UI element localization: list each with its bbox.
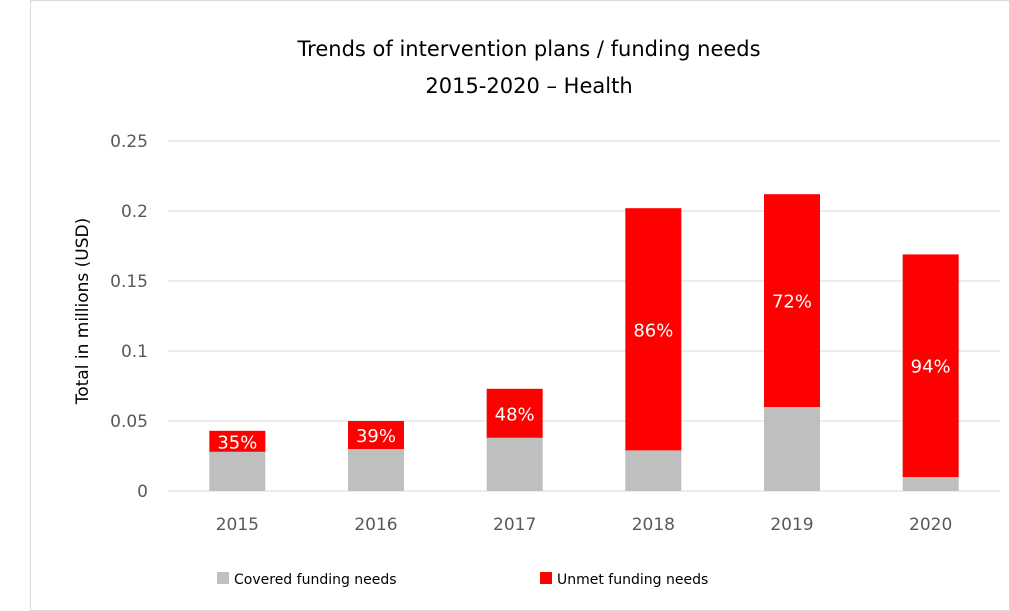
chart-title-line-1: Trends of intervention plans / funding n… — [296, 37, 760, 61]
x-tick-label: 2019 — [770, 515, 813, 535]
gridlines — [168, 140, 1000, 492]
bar-covered — [348, 449, 404, 491]
bar-covered — [764, 407, 820, 491]
bars: 35% 39% 48% 86% 72% 94% — [209, 194, 959, 491]
y-tick-labels: 0 0.05 0.1 0.15 0.2 0.25 — [110, 132, 148, 502]
data-label: 86% — [633, 320, 673, 341]
bar-unmet — [348, 421, 404, 449]
legend-swatch-unmet — [540, 572, 552, 584]
x-tick-labels: 2015 2016 2017 2018 2019 2020 — [216, 515, 953, 535]
data-label: 94% — [911, 357, 951, 378]
data-label: 35% — [217, 432, 257, 453]
x-tick-label: 2020 — [909, 515, 952, 535]
y-tick-label: 0.15 — [110, 272, 148, 292]
legend-label-covered: Covered funding needs — [234, 572, 397, 588]
legend-swatch-covered — [217, 572, 229, 584]
data-label: 48% — [495, 404, 535, 425]
x-tick-label: 2017 — [493, 515, 536, 535]
chart-title-line-2: 2015-2020 – Health — [425, 74, 632, 98]
bar-covered — [625, 450, 682, 491]
bar-covered — [486, 437, 543, 491]
y-tick-label: 0 — [137, 482, 148, 502]
x-tick-label: 2015 — [216, 515, 259, 535]
chart-frame — [30, 0, 1010, 611]
y-axis-label: Total in millions (USD) — [73, 218, 93, 406]
bar-unmet — [209, 430, 266, 452]
bar-unmet — [625, 208, 682, 451]
x-tick-label: 2018 — [632, 515, 675, 535]
y-tick-label: 0.05 — [110, 412, 148, 432]
bar-covered — [209, 451, 266, 491]
bar-unmet — [902, 254, 959, 477]
x-tick-label: 2016 — [354, 515, 397, 535]
data-label: 39% — [356, 426, 396, 447]
y-tick-label: 0.25 — [110, 132, 148, 152]
y-tick-label: 0.1 — [121, 342, 148, 362]
legend: Covered funding needs Unmet funding needs — [217, 572, 708, 588]
data-label: 72% — [772, 292, 812, 313]
bar-unmet — [764, 194, 820, 407]
legend-label-unmet: Unmet funding needs — [557, 572, 708, 588]
bar-covered — [902, 477, 959, 491]
y-tick-label: 0.2 — [121, 202, 148, 222]
bar-unmet — [486, 388, 543, 438]
